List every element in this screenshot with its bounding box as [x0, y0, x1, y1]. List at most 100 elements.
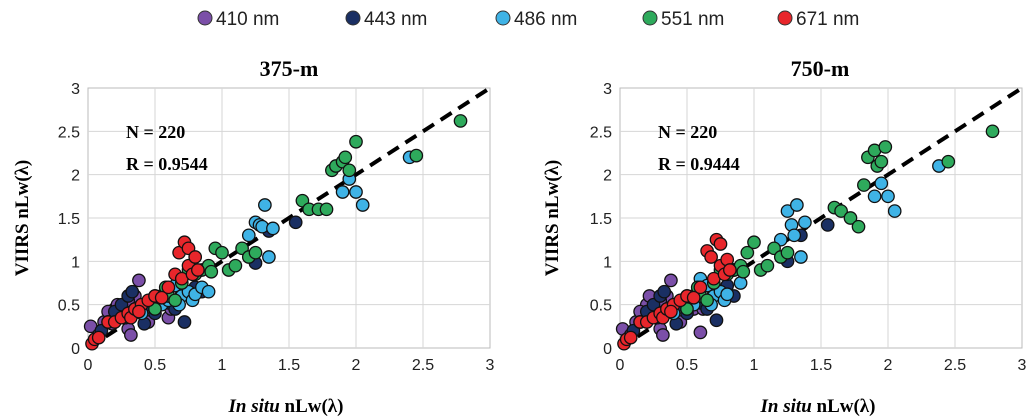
- data-point: [319, 202, 334, 217]
- one-to-one-line: [618, 86, 1024, 350]
- x-tick-label: 1: [218, 357, 227, 374]
- panel-title: 750-m: [791, 56, 850, 81]
- x-axis-label-rest: nLw(λ): [280, 396, 344, 417]
- legend-marker: [642, 10, 658, 26]
- panel-375m: 375-m 00 0.5 0.5 1 1 1.5 1.5 2 2 2.5 2.5 3 3 N = 220 R …: [12, 56, 495, 417]
- y-tick-label: 1: [71, 254, 80, 271]
- data-point: [132, 273, 146, 288]
- data-point: [91, 330, 106, 345]
- x-tick-label: 1.5: [278, 357, 300, 374]
- legend-marker: [777, 10, 793, 26]
- data-point: [881, 189, 895, 204]
- data-point: [733, 276, 748, 290]
- data-point: [780, 245, 795, 260]
- data-point: [709, 313, 724, 328]
- data-point: [657, 284, 672, 299]
- data-point: [740, 245, 755, 260]
- data-point: [191, 263, 205, 277]
- data-point: [288, 215, 303, 230]
- y-tick-label: 2.5: [58, 124, 80, 141]
- x-tick-label: 0: [84, 357, 93, 374]
- y-tick-label: 0: [603, 341, 612, 358]
- data-point: [453, 114, 468, 128]
- data-point: [857, 178, 871, 192]
- data-point: [664, 273, 678, 288]
- legend-label: 551 nm: [661, 9, 724, 30]
- data-point: [664, 304, 678, 319]
- x-axis-label-rest: nLw(λ): [812, 396, 876, 417]
- panel-title: 375-m: [260, 56, 319, 81]
- data-point: [760, 258, 775, 273]
- y-tick-label: 2: [603, 168, 612, 185]
- y-axis-label: VIIRS nLw(λ): [12, 160, 33, 277]
- x-axis-label: In situ nLw(λ): [760, 396, 876, 417]
- data-point: [851, 219, 866, 234]
- data-point: [693, 280, 708, 295]
- correlation-value: R = 0.9544: [126, 154, 208, 174]
- y-tick-label: 0.5: [58, 298, 80, 315]
- data-point: [693, 325, 708, 340]
- x-tick-label: 3: [486, 357, 495, 374]
- sample-count: N = 220: [126, 122, 185, 142]
- legend-marker: [495, 10, 511, 26]
- data-point: [204, 264, 219, 279]
- legend-item: 443 nm: [345, 9, 427, 30]
- data-point: [241, 228, 256, 243]
- data-point: [201, 284, 216, 299]
- legend-marker: [345, 10, 361, 26]
- data-point: [820, 218, 835, 232]
- legend-label: 671 nm: [796, 9, 859, 30]
- y-tick-label: 1: [603, 254, 612, 271]
- data-point: [266, 221, 280, 236]
- y-tick-label: 0.5: [590, 298, 612, 315]
- panel-750m: 750-m 00 0.5 0.5 1 1 1.5 1.5 2 2 2.5 2.5 3 3 N = 220 R …: [542, 56, 1027, 417]
- y-tick-label: 3: [71, 81, 80, 98]
- data-point: [704, 250, 718, 264]
- data-point: [874, 154, 889, 169]
- legend-label: 486 nm: [514, 9, 577, 30]
- y-tick-label: 3: [603, 81, 612, 98]
- data-point: [154, 290, 169, 305]
- data-point: [843, 211, 858, 225]
- legend: 410 nm 443 nm 486 nm 551 nm 671 nm: [197, 9, 859, 30]
- x-axis-label: In situ nLw(λ): [228, 396, 344, 417]
- correlation-value: R = 0.9444: [658, 154, 740, 174]
- y-tick-label: 2: [71, 168, 80, 185]
- data-point: [798, 215, 812, 230]
- x-tick-label: 3: [1018, 357, 1027, 374]
- legend-marker: [197, 10, 213, 26]
- data-point: [790, 198, 804, 212]
- x-axis-label-italic: In situ: [228, 396, 280, 417]
- x-tick-label: 1.5: [810, 357, 832, 374]
- data-point: [700, 293, 714, 308]
- data-point: [338, 150, 353, 165]
- data-point: [887, 204, 902, 218]
- data-point: [228, 258, 243, 273]
- x-tick-label: 2.5: [412, 357, 434, 374]
- data-point: [720, 287, 735, 302]
- data-point: [985, 124, 1000, 139]
- data-point: [723, 263, 737, 277]
- data-point: [656, 328, 670, 342]
- data-point: [248, 245, 263, 260]
- data-point: [349, 185, 363, 199]
- x-tick-label: 2: [884, 357, 893, 374]
- x-tick-label: 0: [616, 357, 625, 374]
- y-tick-label: 0: [71, 341, 80, 358]
- one-to-one-line: [86, 86, 492, 350]
- series-671-nm: [85, 235, 205, 351]
- data-point: [342, 163, 357, 178]
- data-point: [736, 264, 751, 279]
- data-point: [132, 304, 146, 319]
- data-point: [623, 330, 638, 345]
- x-tick-label: 0.5: [144, 357, 166, 374]
- data-point: [874, 176, 889, 191]
- data-point: [177, 315, 192, 329]
- data-point: [168, 293, 182, 308]
- y-tick-label: 1.5: [590, 211, 612, 228]
- data-point: [349, 134, 363, 149]
- x-tick-label: 1: [750, 357, 759, 374]
- data-point: [262, 250, 276, 264]
- data-point: [161, 280, 176, 295]
